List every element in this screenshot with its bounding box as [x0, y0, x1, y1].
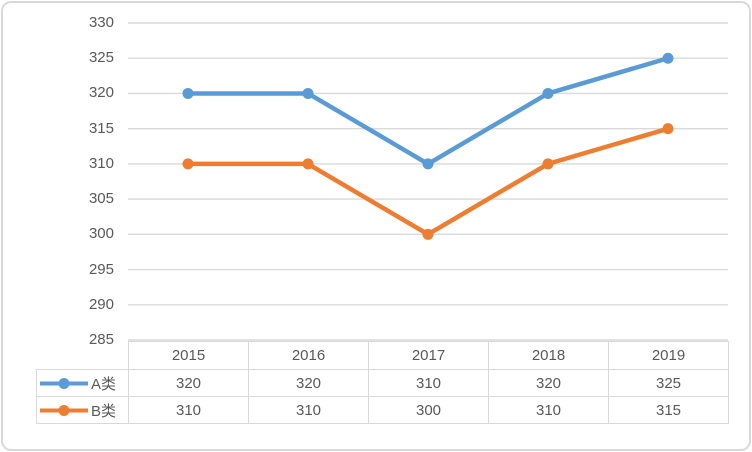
y-axis-tick-label: 305 — [88, 190, 114, 208]
y-axis-tick-label: 320 — [88, 84, 114, 102]
table-corner-blank-cell — [36, 341, 129, 370]
data-point-marker — [182, 87, 194, 99]
value-cell: 310 — [128, 396, 249, 424]
series-b-line-marker-icon — [39, 404, 89, 417]
value-cell: 320 — [128, 369, 249, 397]
y-axis-tick-label: 295 — [88, 260, 114, 278]
value-cell: 315 — [608, 396, 729, 424]
data-point-marker — [182, 158, 194, 170]
year-header-cell: 2017 — [368, 341, 489, 370]
legend-cell-series-b: B类 — [36, 396, 129, 424]
data-point-marker — [542, 87, 554, 99]
series-a-table-row: A类 320 320 310 320 325 — [36, 369, 729, 397]
data-point-marker — [302, 87, 314, 99]
value-cell: 320 — [488, 369, 609, 397]
data-point-marker — [662, 123, 674, 135]
table-header-row: 2015 2016 2017 2018 2019 — [36, 341, 729, 370]
value-cell: 310 — [368, 369, 489, 397]
value-cell: 300 — [368, 396, 489, 424]
data-point-marker — [422, 158, 434, 170]
y-axis-tick-label: 310 — [88, 154, 114, 172]
year-header-cell: 2015 — [128, 341, 249, 370]
legend-cell-series-a: A类 — [36, 369, 129, 397]
y-axis-tick-label: 325 — [88, 49, 114, 67]
value-cell: 310 — [488, 396, 609, 424]
series-a-name-label: A类 — [91, 375, 117, 393]
value-cell: 325 — [608, 369, 729, 397]
y-axis-tick-label: 290 — [88, 295, 114, 313]
data-point-marker — [542, 158, 554, 170]
year-header-cell: 2019 — [608, 341, 729, 370]
data-point-marker — [302, 158, 314, 170]
value-cell: 320 — [248, 369, 369, 397]
series-line-B类 — [185, 126, 671, 237]
y-axis-tick-label: 315 — [88, 119, 114, 137]
value-cell: 310 — [248, 396, 369, 424]
data-point-marker — [422, 228, 434, 240]
y-axis-tick-label: 300 — [88, 225, 114, 243]
series-b-name-label: B类 — [91, 402, 117, 420]
y-axis-tick-label: 330 — [88, 14, 114, 31]
year-header-cell: 2016 — [248, 341, 369, 370]
chart-data-table: 2015 2016 2017 2018 2019 A类 320 320 310 … — [36, 341, 729, 424]
data-point-marker — [662, 52, 674, 64]
series-b-table-row: B类 310 310 300 310 315 — [36, 396, 729, 424]
series-a-line-marker-icon — [39, 377, 89, 390]
year-header-cell: 2018 — [488, 341, 609, 370]
